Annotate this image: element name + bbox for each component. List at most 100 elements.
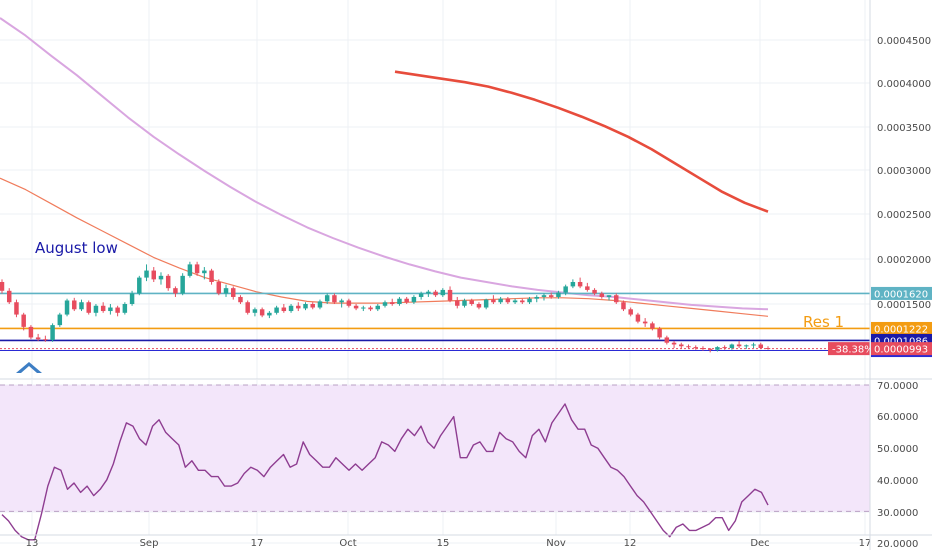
- up-arrow-icon: [16, 362, 42, 373]
- candle-body: [281, 307, 287, 312]
- rsi-tick-label: 30.0000: [877, 508, 918, 519]
- candle-body: [520, 300, 525, 303]
- candle-body: [476, 304, 482, 308]
- candle-body: [108, 307, 113, 312]
- candle-body: [317, 301, 323, 308]
- candle-body: [628, 309, 633, 315]
- rsi-band: [0, 384, 870, 512]
- candle-body: [50, 325, 55, 341]
- candle-body: [635, 314, 641, 322]
- price-tick-label: 0.0004500: [877, 36, 931, 47]
- candle-body: [173, 288, 178, 294]
- time-tick-label: 12: [624, 538, 637, 549]
- candle-body: [100, 305, 106, 312]
- candle-body: [310, 304, 315, 308]
- res1-annotation: Res 1: [803, 313, 844, 331]
- candle-body: [621, 302, 626, 310]
- ma-100-line: [0, 17, 769, 311]
- candle-body: [527, 298, 532, 303]
- candle-body: [180, 275, 185, 294]
- candle-body: [72, 300, 77, 310]
- horizontal-levels: 0.00016200.00012220.00010860.0000971-38.…: [0, 286, 932, 358]
- candle-body: [411, 296, 417, 303]
- candle-body: [563, 286, 568, 293]
- candle-body: [418, 293, 424, 297]
- candle-body: [491, 299, 496, 303]
- candle-body: [556, 292, 561, 297]
- candle-body: [288, 305, 294, 312]
- hline-tag-label: 0.0001620: [874, 289, 928, 300]
- candle-body: [6, 290, 12, 303]
- candle-body: [397, 298, 402, 304]
- time-tick-label: 17: [251, 538, 264, 549]
- candle-body: [361, 307, 366, 309]
- candle-body: [14, 302, 19, 315]
- last-price-tag-label: 0.0000993: [874, 345, 928, 356]
- candle-body: [346, 300, 352, 306]
- candle-body: [216, 282, 222, 294]
- time-tick-label: Oct: [339, 538, 356, 549]
- candle-body: [534, 296, 539, 299]
- candle-body: [592, 289, 597, 294]
- candle-body: [657, 328, 662, 338]
- price-tick-label: 0.0003500: [877, 123, 931, 134]
- axes: 0.0004500 0.0004000 0.0003500 0.0003000 0.00…: [26, 36, 931, 550]
- rsi-tick-label: 50.0000: [877, 444, 918, 455]
- candle-body: [679, 344, 684, 347]
- candle-body: [642, 321, 648, 324]
- candle-body: [693, 347, 698, 349]
- candle-body: [267, 312, 272, 316]
- candle-body: [541, 295, 547, 297]
- rsi-band-fill: [0, 385, 870, 512]
- candle-body: [700, 348, 706, 349]
- candle-body: [86, 302, 91, 313]
- time-tick-label: Dec: [750, 538, 769, 549]
- candle-body: [137, 277, 142, 294]
- price-tick-label: 0.0004000: [877, 79, 931, 90]
- candle-body: [187, 264, 193, 276]
- pct-tag: [828, 342, 870, 356]
- pct-tag-label: -38.38%: [832, 345, 874, 356]
- rsi-tick-label: 70.0000: [877, 381, 918, 392]
- candle-body: [570, 282, 576, 287]
- time-tick-label: 13: [26, 538, 39, 549]
- time-tick-label: 15: [437, 538, 450, 549]
- candle-body: [404, 298, 409, 303]
- candle-body: [614, 295, 619, 303]
- candle-body: [21, 314, 26, 327]
- candle-body: [375, 305, 381, 310]
- candle-body: [707, 348, 713, 350]
- candle-body: [238, 296, 243, 303]
- candle-body: [498, 298, 503, 303]
- candle-body: [252, 309, 258, 313]
- candle-body: [729, 344, 735, 348]
- candle-body: [440, 289, 446, 296]
- candle-body: [389, 302, 395, 304]
- candle-body: [57, 314, 63, 326]
- candle-body: [433, 291, 438, 296]
- time-tick-label: Nov: [546, 538, 566, 549]
- candle-body: [664, 337, 670, 343]
- candle-body: [231, 288, 236, 297]
- candle-body: [259, 309, 265, 316]
- price-tick-label: 0.0002000: [877, 255, 931, 266]
- candle-body: [686, 346, 691, 348]
- candle-body: [194, 264, 200, 274]
- hline-tag-label: 0.0001222: [874, 324, 928, 335]
- candle-body: [209, 270, 214, 282]
- rsi-tick-label: 40.0000: [877, 476, 918, 487]
- candle-body: [736, 344, 742, 347]
- candle-body: [765, 348, 771, 349]
- candle-body: [144, 270, 149, 278]
- rsi-line: [1, 403, 769, 541]
- moving-averages: [0, 17, 769, 317]
- candle-body: [426, 291, 431, 294]
- candle-body: [455, 300, 460, 306]
- candle-body: [79, 302, 84, 310]
- candle-body: [0, 282, 5, 291]
- candle-body: [505, 298, 511, 303]
- candle-body: [715, 347, 720, 350]
- hline-tag: [871, 321, 932, 335]
- candle-body: [28, 326, 34, 338]
- candle-body: [606, 295, 612, 297]
